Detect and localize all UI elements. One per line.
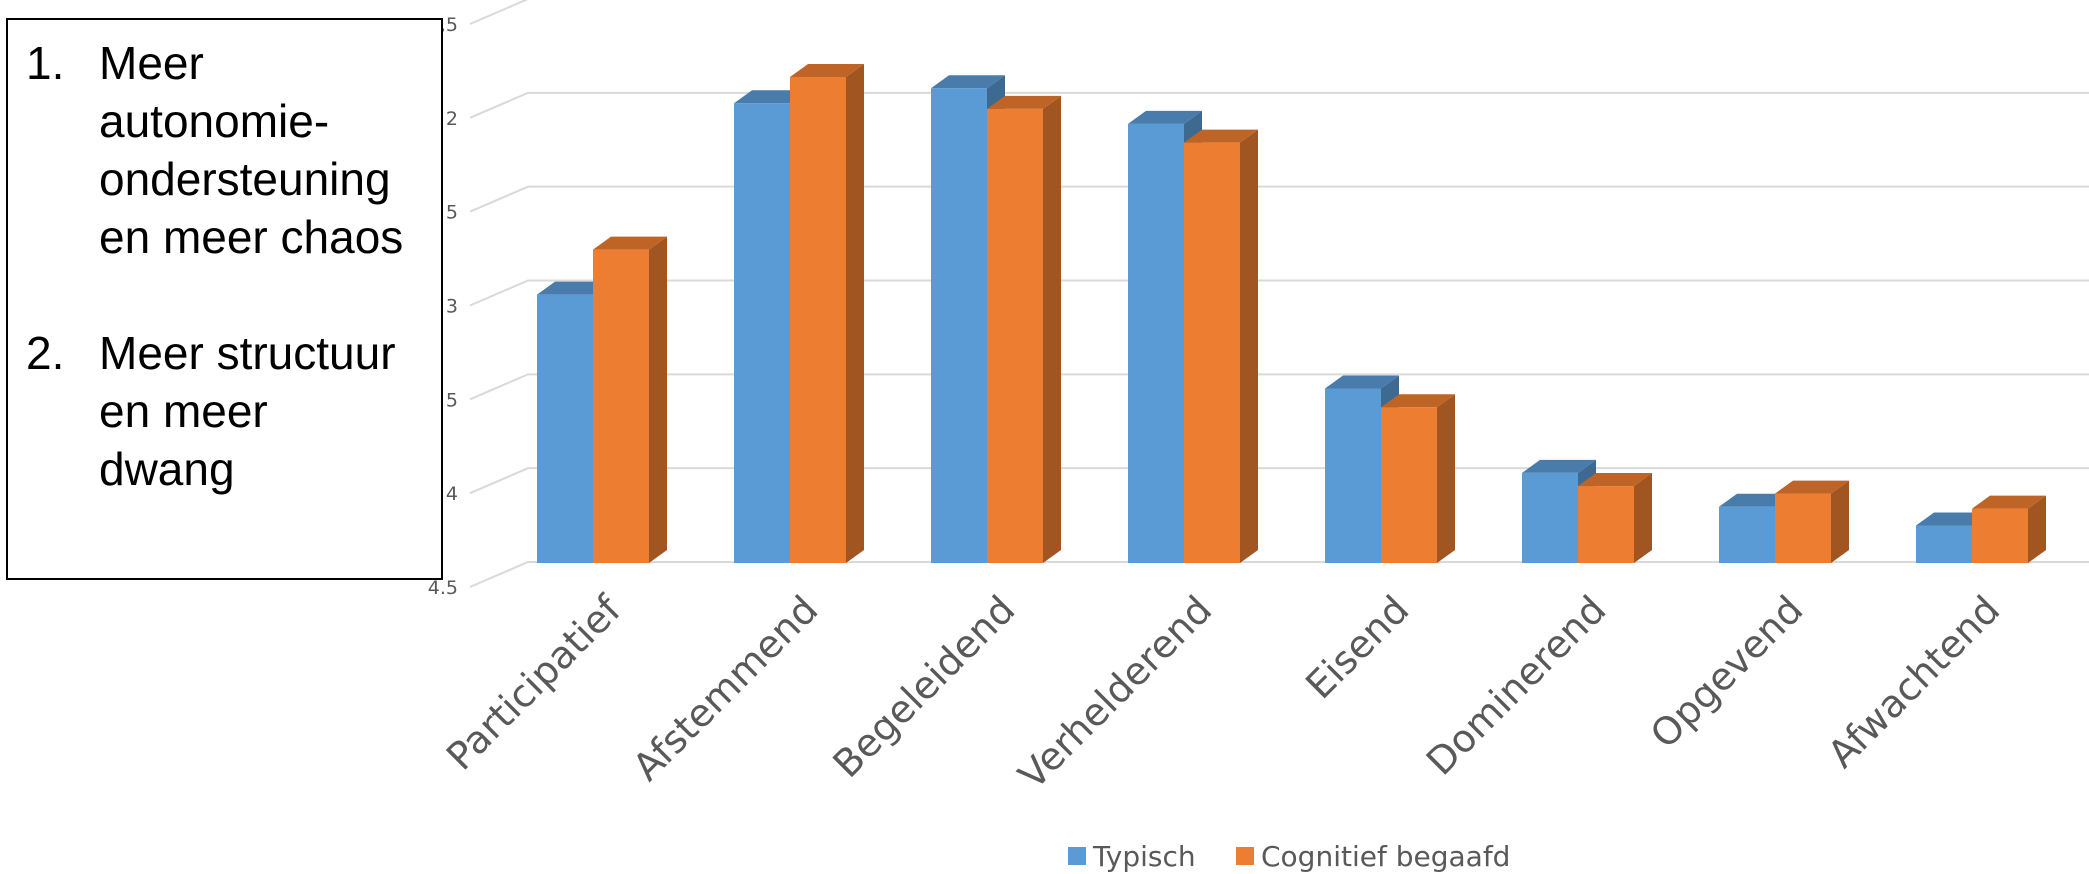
y-tick-label: 5 — [446, 389, 458, 411]
gridline — [469, 373, 2089, 401]
gridline — [469, 279, 2089, 307]
callout-item-2-number: 2. — [26, 327, 65, 379]
callout-item-1-line: en meer chaos — [99, 211, 404, 263]
gridline — [469, 0, 2089, 25]
callout-item-2: 2. Meer structuur en meer dwang — [26, 324, 431, 498]
gridline — [469, 185, 2089, 213]
bar-afstemmend-cognitief-begaafd — [790, 63, 864, 564]
callout-item-2-line: Meer structuur — [99, 327, 396, 379]
callout-item-1-line: Meer — [99, 37, 204, 89]
callout-box: 1. Meer autonomie- ondersteuning en meer… — [6, 18, 443, 580]
callout-item-1: 1. Meer autonomie- ondersteuning en meer… — [26, 34, 431, 266]
bars — [537, 63, 2046, 564]
callout-item-1-line: ondersteuning — [99, 153, 391, 205]
bar-participatief-cognitief-begaafd — [593, 236, 667, 563]
y-axis-tick-labels: 4.5 4 5 3 5 2 ,5 — [428, 14, 458, 599]
callout-item-2-line: dwang — [99, 443, 235, 495]
gridline — [469, 561, 2089, 588]
legend-swatch-cognitief-begaafd — [1236, 847, 1254, 865]
gridlines — [469, 0, 2089, 588]
y-tick-label: ,5 — [440, 14, 458, 36]
category-label-begeleidend: Begeleidend — [825, 587, 1024, 786]
y-tick-label: 2 — [446, 108, 458, 130]
callout-item-1-number: 1. — [26, 37, 65, 89]
bar-eisend-cognitief-begaafd — [1381, 394, 1455, 563]
y-tick-label: 5 — [446, 202, 458, 224]
category-label-participatief: Participatief — [438, 586, 631, 779]
y-tick-label: 4.5 — [428, 577, 458, 599]
bar-afwachtend-cognitief-begaafd — [1972, 495, 2046, 563]
bar-opgevend-cognitief-begaafd — [1775, 480, 1849, 563]
legend-label-cognitief-begaafd: Cognitief begaafd — [1261, 840, 1510, 873]
category-label-eisend: Eisend — [1297, 587, 1417, 707]
bar-begeleidend-cognitief-begaafd — [987, 95, 1061, 563]
category-labels: ParticipatiefAfstemmendBegeleidendVerhel… — [438, 586, 2008, 797]
legend-label-typisch: Typisch — [1092, 840, 1196, 873]
y-tick-label: 3 — [446, 296, 458, 318]
legend: Typisch Cognitief begaafd — [1068, 840, 1510, 873]
category-label-afstemmend: Afstemmend — [624, 587, 826, 789]
gridline — [469, 91, 2089, 119]
callout-item-2-line: en meer — [99, 385, 268, 437]
category-label-afwachtend: Afwachtend — [1819, 587, 2008, 776]
legend-swatch-typisch — [1068, 847, 1086, 865]
callout-item-1-line: autonomie- — [99, 95, 330, 147]
bar-verhelderend-cognitief-begaafd — [1184, 129, 1258, 564]
y-tick-label: 4 — [446, 483, 458, 505]
category-label-opgevend: Opgevend — [1642, 587, 1811, 756]
category-label-verhelderend: Verhelderend — [1010, 587, 1220, 797]
callout-list: 1. Meer autonomie- ondersteuning en meer… — [26, 34, 431, 498]
bar-dominerend-cognitief-begaafd — [1578, 473, 1652, 563]
category-label-dominerend: Dominerend — [1418, 587, 1615, 784]
